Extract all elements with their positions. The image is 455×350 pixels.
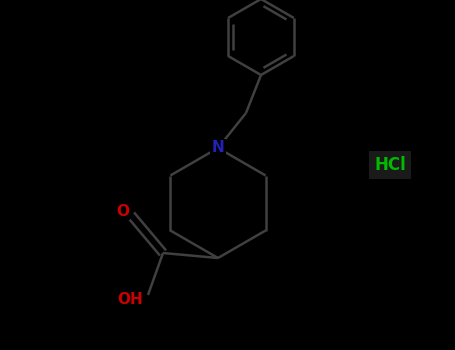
Text: OH: OH: [117, 293, 143, 308]
Text: HCl: HCl: [374, 156, 406, 174]
Text: N: N: [212, 140, 224, 155]
Text: O: O: [116, 204, 130, 219]
